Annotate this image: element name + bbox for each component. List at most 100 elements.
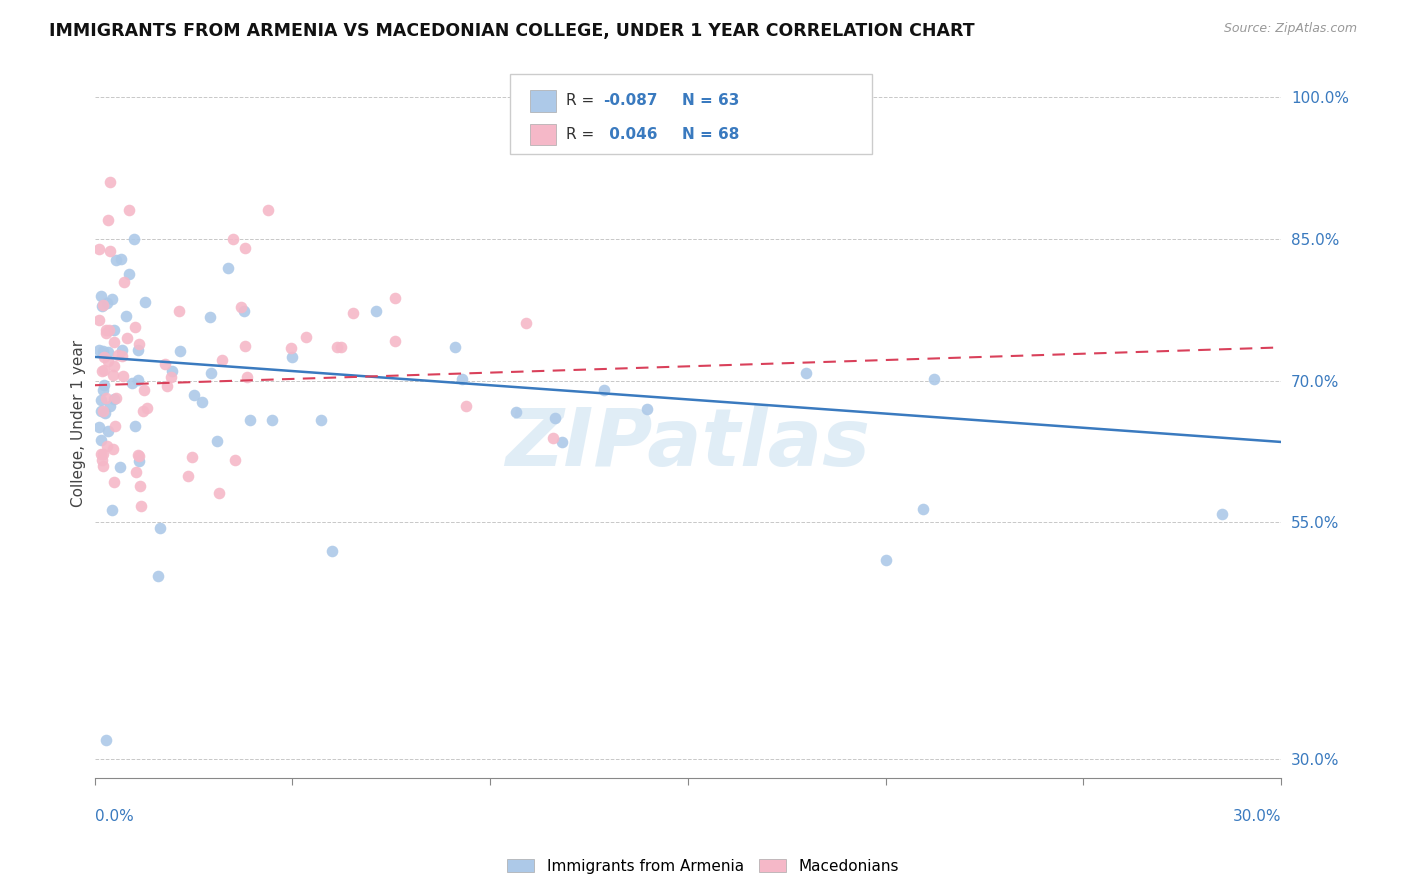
Point [105,253,128,268]
Point [295,330,318,344]
Point [93,363,115,377]
Point [129,499,152,513]
Point [104,391,127,405]
Point [93,344,115,359]
Point [124,466,146,480]
Point [169,303,191,318]
Point [912,502,935,516]
Point [127,449,149,463]
Text: N = 63: N = 63 [682,94,740,109]
Point [544,411,567,425]
Text: 0.0%: 0.0% [94,809,134,824]
Point [100,175,122,189]
Point [97,212,120,227]
Point [127,373,149,387]
Point [329,340,352,354]
Point [176,469,198,483]
Point [128,449,150,463]
Point [593,383,616,397]
FancyBboxPatch shape [530,123,557,145]
Point [794,366,817,380]
Point [233,339,256,353]
Point [108,460,131,475]
Point [232,304,254,318]
Point [103,323,125,337]
Point [256,203,278,218]
Text: Source: ZipAtlas.com: Source: ZipAtlas.com [1223,22,1357,36]
Point [91,384,114,398]
Point [89,343,111,358]
FancyBboxPatch shape [530,90,557,112]
Point [444,340,467,354]
Point [87,420,110,434]
Point [235,369,257,384]
Point [111,343,134,357]
Point [96,295,118,310]
Text: N = 68: N = 68 [682,127,740,142]
Y-axis label: College, Under 1 year: College, Under 1 year [72,340,86,507]
Point [134,383,156,397]
Point [321,543,343,558]
Point [101,442,124,456]
Point [89,242,111,256]
Point [107,349,129,363]
Point [104,418,127,433]
Point [200,366,222,380]
Point [181,450,204,464]
Point [505,405,527,419]
Point [97,424,120,438]
Point [217,260,239,275]
Point [91,364,114,378]
Text: R =: R = [565,94,599,109]
Point [118,203,141,218]
Point [183,388,205,402]
Point [136,401,159,415]
Legend: Immigrants from Armenia, Macedonians: Immigrants from Armenia, Macedonians [501,853,905,880]
Point [456,399,478,413]
Point [198,310,221,325]
Point [211,352,233,367]
Point [91,447,114,461]
Point [111,349,134,363]
Point [541,431,564,445]
Text: R =: R = [565,127,599,142]
Point [91,452,114,467]
Point [208,486,231,500]
Point [90,299,112,313]
Point [280,341,302,355]
Point [233,241,256,255]
Point [103,475,125,490]
Point [260,413,283,427]
Point [96,326,118,340]
Point [342,306,364,320]
Point [97,354,120,368]
Point [110,252,132,266]
Point [112,368,135,383]
Point [128,454,150,468]
Point [636,401,658,416]
Point [103,359,125,374]
Point [97,345,120,359]
Point [96,732,118,747]
FancyBboxPatch shape [510,74,872,153]
Point [96,439,118,453]
Point [229,300,252,314]
Point [93,350,115,364]
Point [515,316,537,330]
Text: ZIPatlas: ZIPatlas [505,405,870,483]
Point [875,553,897,567]
Point [96,323,118,337]
Point [128,337,150,351]
Point [103,392,125,407]
Point [239,413,262,427]
Point [551,434,574,449]
Point [922,372,945,386]
Point [87,312,110,326]
Point [450,372,472,386]
Point [384,291,406,305]
Point [325,340,347,354]
Text: IMMIGRANTS FROM ARMENIA VS MACEDONIAN COLLEGE, UNDER 1 YEAR CORRELATION CHART: IMMIGRANTS FROM ARMENIA VS MACEDONIAN CO… [49,22,974,40]
Point [122,232,145,246]
Point [115,331,138,345]
Point [222,232,245,246]
